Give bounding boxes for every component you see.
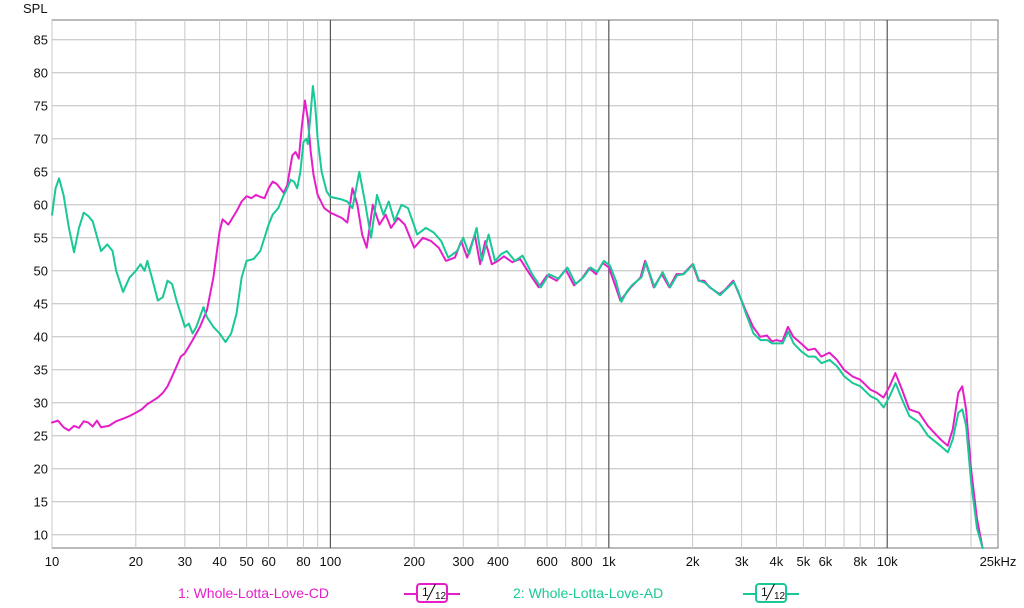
series-line-1 <box>51 99 984 549</box>
y-tick-label: 55 <box>34 230 48 245</box>
x-tick-label: 3k <box>735 554 749 569</box>
x-tick-label: 5k <box>797 554 811 569</box>
grid <box>51 20 998 548</box>
legend-series-2-name: 2: Whole-Lotta-Love-AD <box>513 585 664 601</box>
x-tick-label: 10k <box>877 554 898 569</box>
x-tick-label: 300 <box>452 554 474 569</box>
badge-denominator: 12 <box>435 591 447 602</box>
x-tick-label: 2k <box>686 554 700 569</box>
legend-series-1-name: 1: Whole-Lotta-Love-CD <box>178 585 329 601</box>
y-tick-label: 35 <box>34 362 48 377</box>
badge-box: 1 ╱ 12 <box>416 583 448 603</box>
badge-line-right <box>787 593 799 595</box>
badge-box: 1 ╱ 12 <box>755 583 787 603</box>
x-tick-label: 1k <box>602 554 616 569</box>
badge-line-right <box>448 593 460 595</box>
series-lines <box>51 85 984 549</box>
x-tick-label: 200 <box>403 554 425 569</box>
x-axis-ticks: 10 20 30 40 50 60 80 100 200 300 400 600 800 1k 2k 3k 4k… <box>45 554 1017 569</box>
x-tick-label: 80 <box>296 554 310 569</box>
x-tick-label: 60 <box>261 554 275 569</box>
badge-denominator: 12 <box>774 591 786 602</box>
x-tick-label: 8k <box>853 554 867 569</box>
series-line-2 <box>51 85 984 549</box>
y-axis-ticks: 10 15 20 25 30 35 40 45 50 55 60 65 70 75 80 85 <box>34 32 48 542</box>
y-tick-label: 50 <box>34 263 48 278</box>
badge-slash-icon: ╱ <box>766 585 775 601</box>
x-tick-label: 50 <box>239 554 253 569</box>
badge-line-left <box>404 593 416 595</box>
y-tick-label: 75 <box>34 98 48 113</box>
y-axis-label: SPL <box>23 1 48 16</box>
smoothing-badge-1[interactable]: 1 ╱ 12 <box>404 583 462 605</box>
y-tick-label: 85 <box>34 32 48 47</box>
y-tick-label: 60 <box>34 197 48 212</box>
x-tick-label: 20 <box>129 554 143 569</box>
badge-slash-icon: ╱ <box>427 585 436 601</box>
y-tick-label: 25 <box>34 428 48 443</box>
y-tick-label: 80 <box>34 65 48 80</box>
y-tick-label: 45 <box>34 296 48 311</box>
legend-item-1[interactable]: 1: Whole-Lotta-Love-CD <box>178 582 329 604</box>
y-tick-label: 40 <box>34 329 48 344</box>
x-tick-label: 10 <box>45 554 59 569</box>
x-tick-label: 800 <box>571 554 593 569</box>
legend-item-2[interactable]: 2: Whole-Lotta-Love-AD <box>513 582 663 604</box>
y-tick-label: 65 <box>34 164 48 179</box>
y-tick-label: 30 <box>34 395 48 410</box>
y-tick-label: 15 <box>34 494 48 509</box>
y-tick-label: 20 <box>34 461 48 476</box>
x-tick-label: 4k <box>770 554 784 569</box>
badge-numerator: 1 <box>761 585 768 599</box>
x-tick-label: 400 <box>487 554 509 569</box>
x-tick-label: 25kHz <box>980 554 1017 569</box>
badge-numerator: 1 <box>422 585 429 599</box>
x-tick-label: 100 <box>320 554 342 569</box>
x-tick-label: 30 <box>178 554 192 569</box>
y-tick-label: 10 <box>34 527 48 542</box>
smoothing-badge-2[interactable]: 1 ╱ 12 <box>743 583 801 605</box>
y-tick-label: 70 <box>34 131 48 146</box>
x-tick-label: 40 <box>212 554 226 569</box>
x-tick-label: 600 <box>536 554 558 569</box>
badge-line-left <box>743 593 755 595</box>
x-tick-label: 6k <box>819 554 833 569</box>
